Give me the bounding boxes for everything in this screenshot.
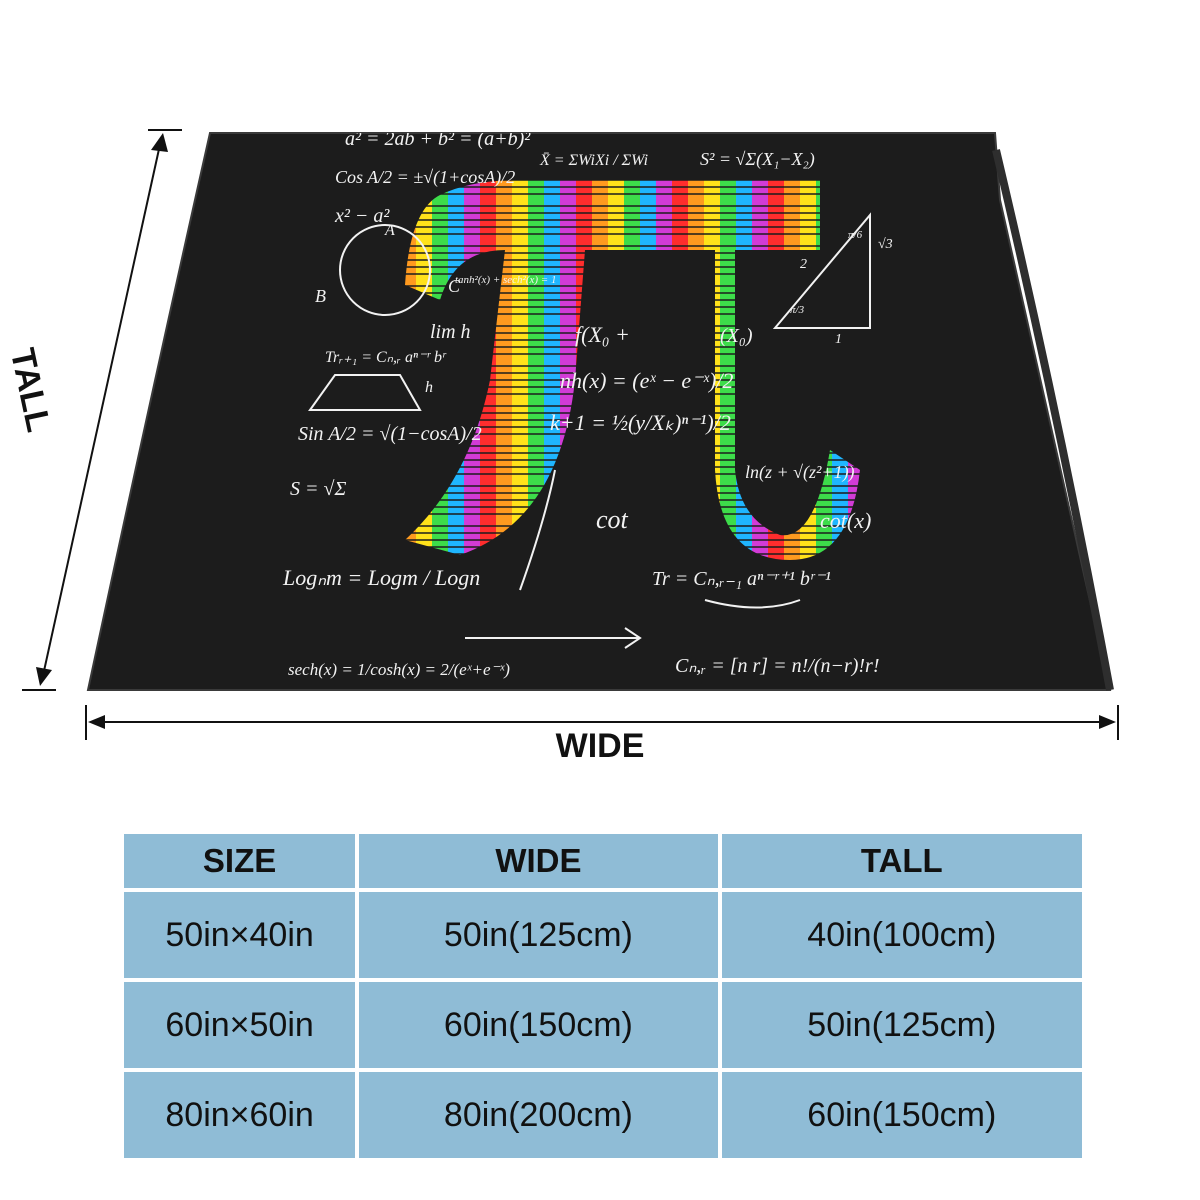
formula-text: cot	[596, 505, 629, 534]
size-cell: 80in×60in	[124, 1072, 356, 1158]
header-tall: TALL	[721, 834, 1082, 888]
header-wide: WIDE	[359, 834, 718, 888]
formula-text: Trᵣ₊₁ = Cₙ,ᵣ aⁿ⁻ʳ bʳ	[325, 349, 447, 366]
formula-text: 2	[800, 257, 807, 272]
formula-text: a² = 2ab + b² = (a+b)²	[345, 128, 531, 150]
wide-dimension-arrow	[85, 705, 1119, 740]
table-row: 80in×60in 80in(200cm) 60in(150cm)	[124, 1072, 1082, 1158]
wide-dimension-label: WIDE	[555, 727, 645, 765]
tall-dimension-arrow	[22, 129, 182, 691]
table-header-row: SIZE WIDE TALL	[124, 834, 1082, 888]
size-table: SIZE WIDE TALL 50in×40in 50in(125cm) 40i…	[120, 830, 1086, 1162]
formula-text: π/3	[790, 304, 805, 316]
header-size: SIZE	[124, 834, 356, 888]
chalk-formulas: a² = 2ab + b² = (a+b)² Cos A/2 = ±√(1+co…	[282, 128, 893, 679]
table-row: 50in×40in 50in(125cm) 40in(100cm)	[124, 892, 1082, 978]
formula-text: Sin A/2 = √(1−cosA)/2	[298, 423, 482, 445]
formula-text: lim h	[430, 321, 471, 343]
tall-cell: 60in(150cm)	[721, 1072, 1082, 1158]
tall-cell: 40in(100cm)	[721, 892, 1082, 978]
blanket-body	[86, 132, 1112, 691]
pi-symbol	[405, 180, 860, 560]
formula-text: ln(z + √(z²+1))	[745, 462, 855, 483]
blanket-fold	[992, 149, 1114, 691]
formula-text: tanh²(x) + sech²(x) = 1	[455, 274, 556, 286]
formula-text: A	[384, 222, 395, 239]
wide-cell: 60in(150cm)	[359, 982, 718, 1068]
formula-text: Logₙm = Logm / Logn	[282, 565, 480, 590]
wide-cell: 50in(125cm)	[359, 892, 718, 978]
wide-cell: 80in(200cm)	[359, 1072, 718, 1158]
formula-text: Tr = Cₙ,ᵣ₋₁ aⁿ⁻ʳ⁺¹ bʳ⁻¹	[652, 568, 831, 590]
formula-text: x² − a²	[334, 205, 390, 227]
formula-text: k+1 = ½(y/Xₖ)ⁿ⁻¹)/2	[550, 410, 731, 435]
formula-text: B	[315, 286, 326, 306]
formula-text: S² = √Σ(X₁−X₂)	[700, 149, 815, 170]
formula-text: f(X₀ +	[575, 322, 630, 347]
formula-text: Cos A/2 = ±√(1+cosA)/2	[335, 167, 515, 188]
table-row: 60in×50in 60in(150cm) 50in(125cm)	[124, 982, 1082, 1068]
formula-text: 1	[835, 332, 842, 347]
formula-text: C	[448, 276, 461, 296]
formula-text: Cₙ,ᵣ = [n r] = n!/(n−r)!r!	[675, 655, 880, 677]
formula-text: √3	[878, 237, 893, 252]
formula-text: sech(x) = 1/cosh(x) = 2/(eˣ+e⁻ˣ)	[288, 660, 510, 679]
formula-text: cot(x)	[820, 508, 871, 533]
size-cell: 50in×40in	[124, 892, 356, 978]
tall-cell: 50in(125cm)	[721, 982, 1082, 1068]
size-cell: 60in×50in	[124, 982, 356, 1068]
formula-text: nh(x) = (eˣ − e⁻ˣ)/2	[560, 368, 733, 393]
formula-text: X̄ = ΣWiXi / ΣWi	[539, 152, 648, 169]
formula-text: h	[425, 379, 433, 396]
formula-text: (X₀)	[720, 325, 753, 347]
formula-text: S = √Σ	[290, 478, 346, 500]
